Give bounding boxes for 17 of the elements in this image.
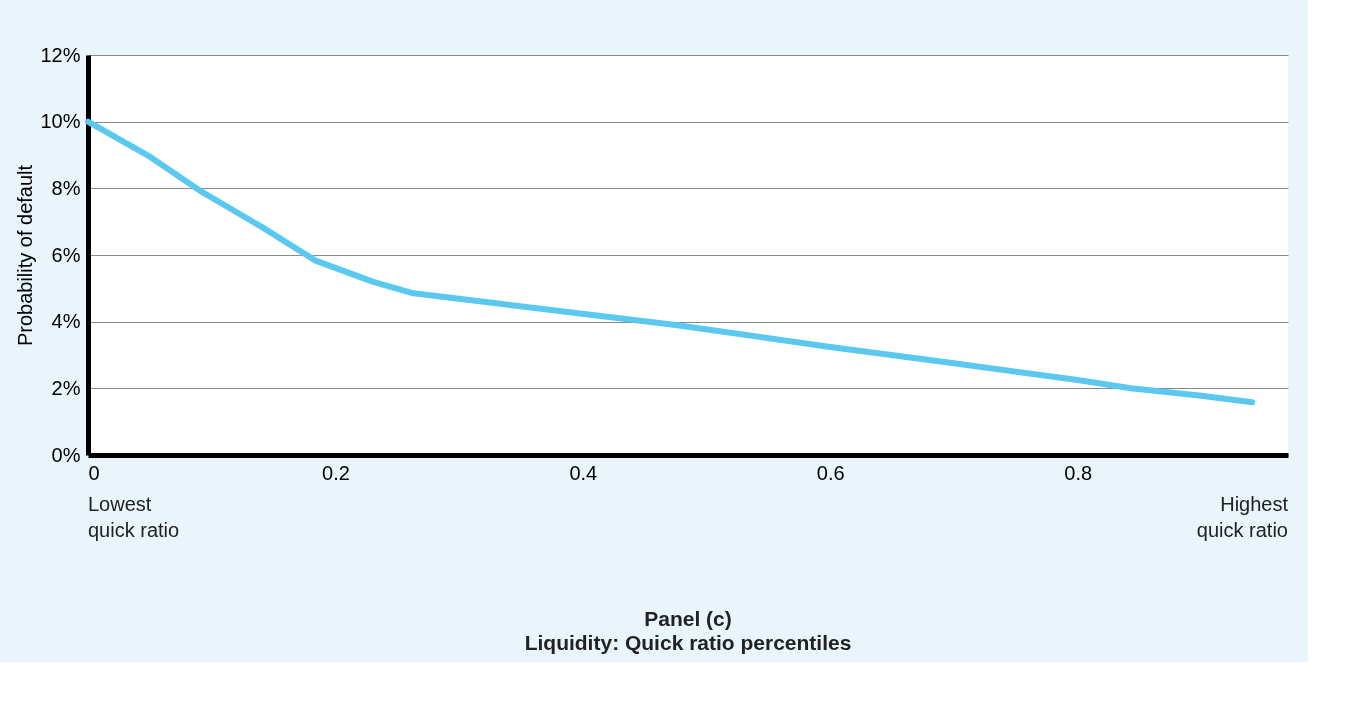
y-tick-label: 12% — [40, 43, 81, 66]
y-axis-title: Probability of default — [14, 164, 37, 347]
text: Panel (c) — [644, 607, 732, 630]
y-tick-label: 2% — [51, 376, 81, 399]
x-tick-label: 0.4 — [569, 461, 598, 484]
y-tick-label: 10% — [40, 110, 81, 133]
y-tick-label: 4% — [51, 310, 81, 333]
x-tick-label: 0 — [88, 461, 100, 484]
y-tick-label: 8% — [51, 176, 81, 199]
text: Lowest quick ratio — [88, 493, 180, 541]
y-tick-label: 0% — [51, 443, 81, 466]
x-tick-label: 0.8 — [1064, 461, 1093, 484]
y-tick-label: 6% — [51, 243, 81, 266]
x-tick-label: 0.6 — [816, 461, 845, 484]
text: Highest quick ratio — [1196, 493, 1289, 541]
text: Liquidity: Quick ratio percentiles — [524, 631, 852, 654]
x-tick-label: 0.2 — [322, 461, 350, 484]
